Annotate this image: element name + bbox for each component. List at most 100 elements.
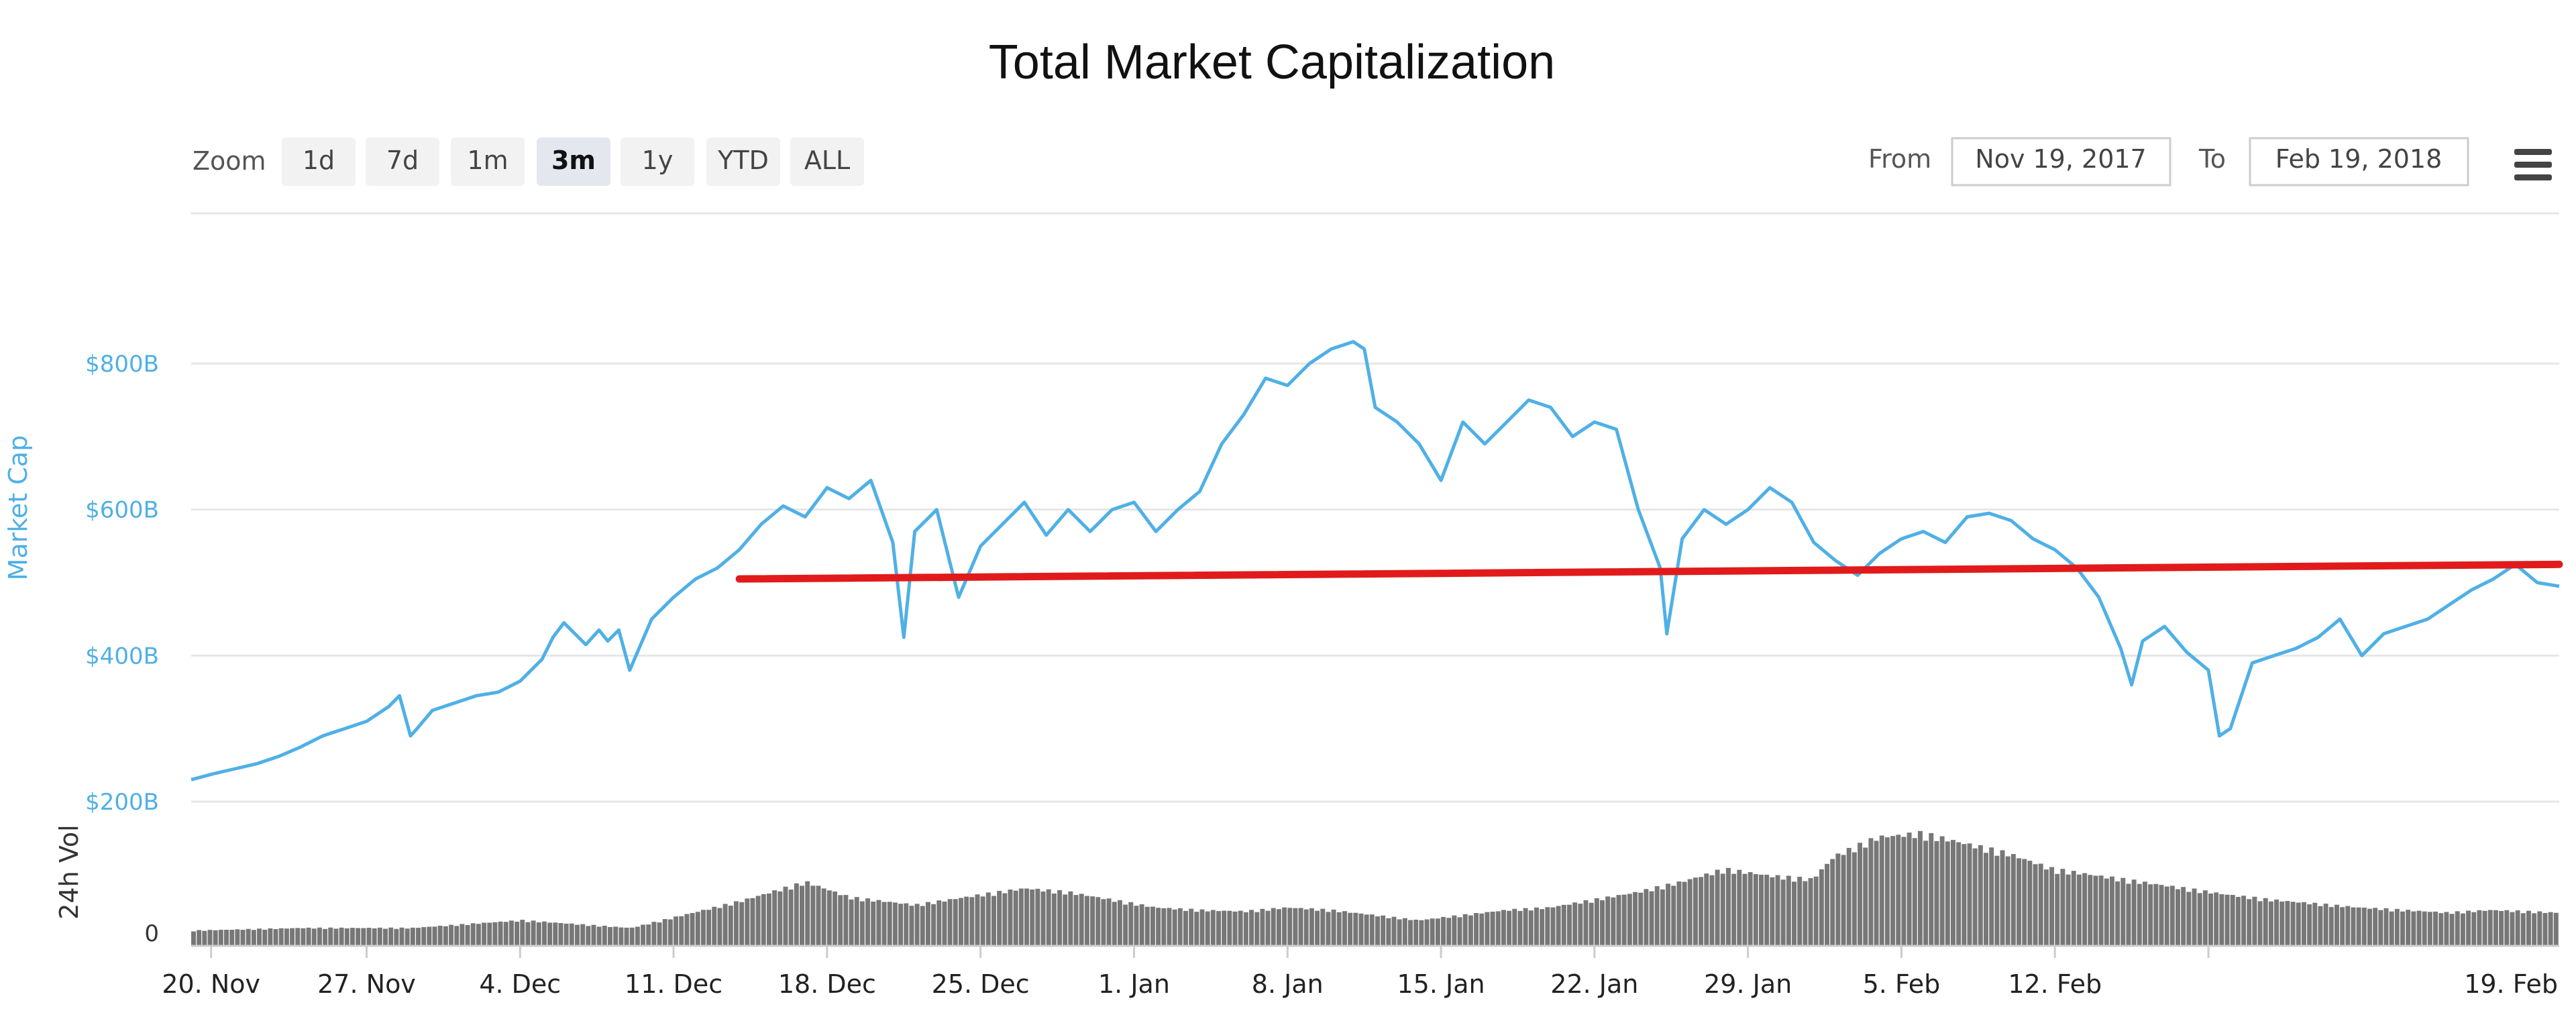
volume-bar <box>1660 889 1665 946</box>
volume-bar <box>508 920 514 946</box>
to-date-input[interactable] <box>2249 137 2469 186</box>
volume-bar <box>382 928 388 946</box>
zoom-button-3m[interactable]: 3m <box>537 138 610 186</box>
volume-bar <box>427 926 432 946</box>
volume-bar <box>339 927 344 946</box>
volume-bar <box>1177 908 1183 946</box>
volume-bar <box>2537 911 2542 946</box>
volume-bar <box>991 896 996 946</box>
volume-bar <box>1654 886 1660 946</box>
volume-bar <box>2422 911 2427 946</box>
volume-bar <box>2252 896 2257 946</box>
volume-bar <box>1073 895 1079 946</box>
volume-bar <box>1764 874 1770 946</box>
x-tick-label: 15. Jan <box>1397 969 1485 999</box>
volume-bar <box>278 928 284 946</box>
volume-bar <box>1474 913 1479 946</box>
zoom-button-1d[interactable]: 1d <box>282 138 356 186</box>
volume-bar <box>1095 897 1101 946</box>
volume-bar <box>1315 910 1320 946</box>
volume-bar <box>1720 873 1725 946</box>
volume-bar <box>865 898 871 946</box>
volume-bar <box>405 928 410 946</box>
volume-bar <box>1018 888 1024 946</box>
volume-bar <box>657 922 662 946</box>
volume-bar <box>1090 896 1095 946</box>
volume-bar <box>2279 901 2285 946</box>
volume-bar <box>925 902 930 946</box>
volume-bar <box>1545 907 1550 946</box>
volume-bar <box>777 891 783 946</box>
volume-bar <box>2416 910 2422 946</box>
volume-bar <box>942 901 947 946</box>
volume-bar <box>1907 832 1912 946</box>
volume-bar <box>1326 912 1331 946</box>
chart-title: Total Market Capitalization <box>989 36 1555 89</box>
volume-bar <box>1276 909 1281 946</box>
volume-bar <box>1731 873 1737 946</box>
zoom-button-all[interactable]: ALL <box>790 138 864 186</box>
volume-bar <box>2235 896 2241 946</box>
trendline-annotation <box>735 560 2563 583</box>
volume-bar <box>1134 906 1139 946</box>
volume-bar <box>1282 907 1287 946</box>
volume-bar <box>854 897 859 946</box>
volume-bar <box>553 922 558 946</box>
volume-bar <box>1758 874 1764 946</box>
volume-bar <box>2176 889 2180 946</box>
volume-bar <box>931 904 936 946</box>
volume-bar <box>2389 911 2394 946</box>
zoom-button-1y[interactable]: 1y <box>621 138 694 186</box>
volume-bar <box>1929 832 1934 946</box>
volume-bar <box>2510 912 2515 946</box>
volume-bar <box>761 894 766 946</box>
volume-bar <box>1013 890 1018 946</box>
volume-bar <box>1331 909 1336 946</box>
volume-bar <box>1057 890 1063 946</box>
volume-bar <box>449 924 454 946</box>
volume-bar <box>1369 914 1375 946</box>
chart-menu-icon[interactable] <box>2514 149 2555 180</box>
volume-bar <box>690 912 695 946</box>
zoom-button-1m[interactable]: 1m <box>451 138 525 186</box>
volume-bar <box>1742 873 1748 946</box>
volume-bar <box>843 895 849 946</box>
volume-bar <box>1249 910 1254 946</box>
volume-bar <box>1583 900 1589 946</box>
volume-bar <box>1528 910 1534 946</box>
volume-bar <box>586 926 591 946</box>
volume-bar <box>1676 881 1682 946</box>
volume-bar <box>1709 875 1715 946</box>
volume-bar <box>1912 838 1917 946</box>
volume-bar <box>596 926 602 946</box>
market-cap-line <box>191 339 2560 782</box>
volume-bar <box>1775 875 1780 946</box>
volume-bar <box>356 928 361 946</box>
volume-bar <box>1858 843 1863 946</box>
volume-bar <box>2202 890 2208 946</box>
zoom-button-label: YTD <box>717 146 769 175</box>
volume-bar <box>662 919 667 946</box>
volume-bar <box>520 920 525 946</box>
volume-bar <box>1699 877 1704 946</box>
zoom-button-ytd[interactable]: YTD <box>706 138 780 186</box>
volume-bar <box>421 927 427 946</box>
volume-bar <box>246 928 251 946</box>
volume-bar <box>833 892 838 946</box>
volume-bar <box>1381 915 1386 946</box>
volume-bar <box>717 908 722 946</box>
volume-bar <box>695 912 700 946</box>
x-tick-label: 1. Jan <box>1098 969 1170 999</box>
volume-bar <box>728 906 733 946</box>
volume-bar <box>953 899 958 946</box>
from-date-input[interactable] <box>1951 137 2171 186</box>
volume-bar <box>980 896 985 946</box>
volume-bar <box>2296 902 2301 946</box>
zoom-button-7d[interactable]: 7d <box>366 138 439 186</box>
volume-bar <box>2394 908 2400 946</box>
volume-bar <box>2033 864 2038 946</box>
volume-bar <box>437 925 443 946</box>
volume-bar <box>947 899 953 946</box>
volume-bar <box>1452 915 1457 946</box>
